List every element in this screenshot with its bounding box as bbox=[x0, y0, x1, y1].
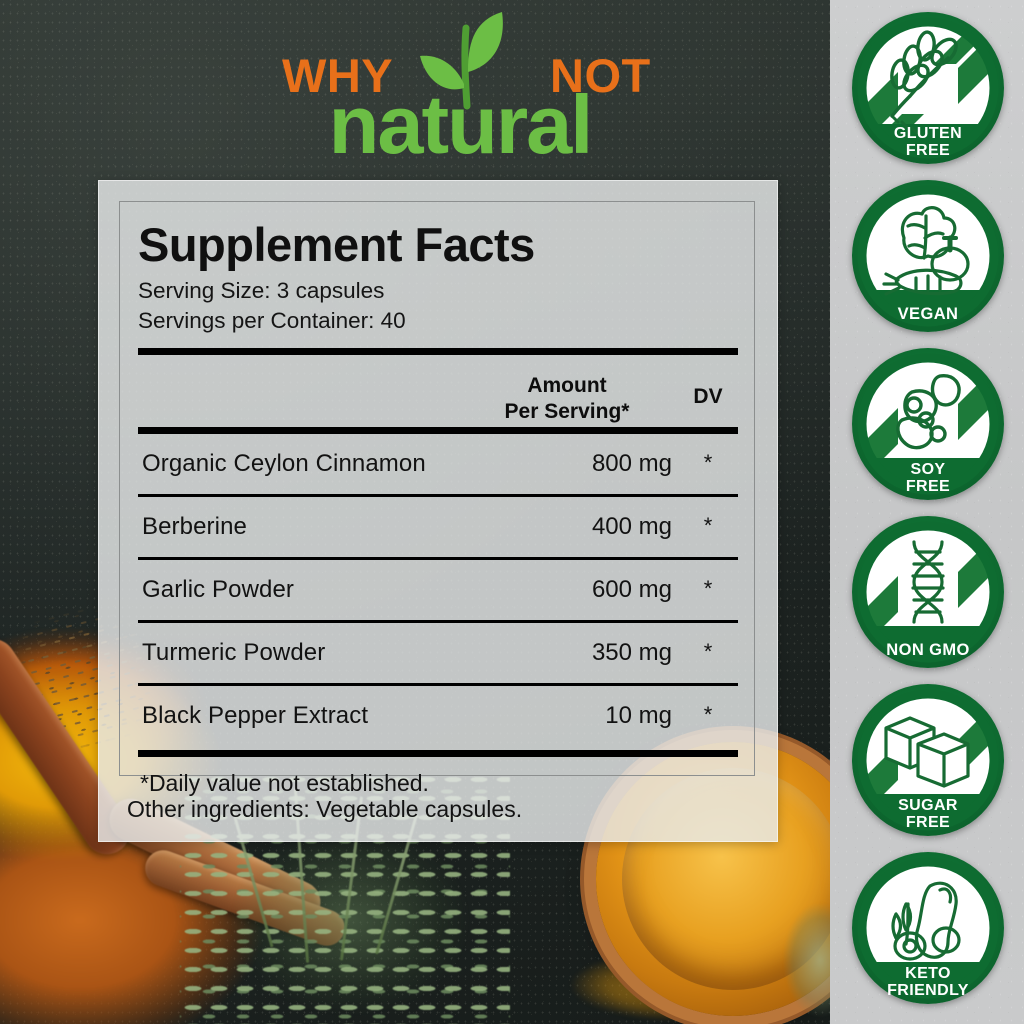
badge-keto-friendly: KETO FRIENDLY bbox=[852, 852, 1004, 1004]
page-title: Supplement Facts bbox=[138, 218, 535, 271]
table-row: Black Pepper Extract 10 mg * bbox=[138, 686, 738, 746]
daily-value-footnote: *Daily value not established. bbox=[140, 770, 429, 796]
other-ingredients: Other ingredients: Vegetable capsules. bbox=[127, 796, 523, 822]
brand-word-not: NOT bbox=[550, 49, 651, 102]
badge-vegan: VEGAN bbox=[852, 180, 1004, 332]
badge-label-sugar-free: SUGAR FREE bbox=[898, 797, 958, 831]
avocado-icon bbox=[857, 857, 999, 999]
column-header-dv: DV bbox=[693, 385, 723, 408]
sugar-cubes-icon bbox=[857, 689, 999, 831]
serving-size: Serving Size: 3 capsules bbox=[138, 278, 385, 303]
brand-logo-top-row: WHY NOT bbox=[262, 48, 662, 104]
ingredient-amount: 800 mg bbox=[591, 450, 672, 477]
table-header-row: Amount Per Serving* DV bbox=[138, 355, 738, 427]
badge-label-vegan: VEGAN bbox=[897, 305, 959, 323]
table-top-rule bbox=[138, 348, 738, 355]
table-bottom-rule bbox=[138, 750, 738, 757]
badge-soy-free: SOY FREE bbox=[852, 348, 1004, 500]
badge-label-non-gmo: NON GMO bbox=[886, 641, 970, 659]
table-header-rule bbox=[138, 427, 738, 434]
brand-word-natural: natural bbox=[328, 78, 594, 171]
ingredient-dv: * bbox=[703, 513, 713, 538]
badge-gluten-free: GLUTEN FREE bbox=[852, 12, 1004, 164]
supplement-facts-panel: Supplement Facts Serving Size: 3 capsule… bbox=[98, 180, 778, 842]
ingredient-dv: * bbox=[703, 639, 713, 664]
badge-label-soy-free: SOY FREE bbox=[905, 461, 951, 495]
ingredient-name: Berberine bbox=[142, 513, 247, 540]
ingredient-name: Black Pepper Extract bbox=[142, 702, 369, 729]
table-row: Garlic Powder 600 mg * bbox=[138, 560, 738, 620]
brand-word-why: WHY bbox=[282, 49, 394, 102]
table-row: Organic Ceylon Cinnamon 800 mg * bbox=[138, 434, 738, 494]
sprout-leaf-icon bbox=[420, 12, 503, 110]
row-divider bbox=[138, 683, 738, 686]
column-header-amount-line1: Amount bbox=[527, 374, 607, 397]
badge-label-keto-friendly: KETO FRIENDLY bbox=[887, 965, 969, 999]
ingredient-amount: 400 mg bbox=[591, 513, 672, 540]
vegetables-icon bbox=[857, 185, 999, 327]
table-row: Turmeric Powder 350 mg * bbox=[138, 623, 738, 683]
badge-non-gmo: NON GMO bbox=[852, 516, 1004, 668]
ingredient-name: Turmeric Powder bbox=[142, 639, 326, 666]
ingredient-amount: 350 mg bbox=[591, 639, 672, 666]
ingredient-amount: 600 mg bbox=[591, 576, 672, 603]
row-divider bbox=[138, 620, 738, 623]
badge-label-gluten-free: GLUTEN FREE bbox=[893, 125, 963, 159]
dna-helix-icon bbox=[857, 521, 999, 663]
supplement-facts-box: Supplement Facts Serving Size: 3 capsule… bbox=[119, 201, 755, 796]
ingredient-dv: * bbox=[703, 702, 713, 727]
certification-badge-rail: GLUTEN FREE bbox=[830, 0, 1024, 1024]
badge-sugar-free: SUGAR FREE bbox=[852, 684, 1004, 836]
ingredient-name: Organic Ceylon Cinnamon bbox=[142, 450, 426, 477]
column-header-amount: Amount Per Serving* bbox=[462, 373, 672, 425]
ingredient-dv: * bbox=[703, 450, 713, 475]
table-row: Berberine 400 mg * bbox=[138, 497, 738, 557]
soybean-pod-icon bbox=[857, 353, 999, 495]
brand-logo: WHY NOT natural bbox=[262, 12, 662, 178]
ingredient-name: Garlic Powder bbox=[142, 576, 295, 603]
servings-per-container: Servings per Container: 40 bbox=[138, 308, 406, 333]
row-divider bbox=[138, 494, 738, 497]
row-divider bbox=[138, 557, 738, 560]
wheat-stalk-icon bbox=[857, 17, 999, 159]
ingredient-dv: * bbox=[703, 576, 713, 601]
ingredient-amount: 10 mg bbox=[605, 702, 672, 729]
column-header-amount-line2: Per Serving* bbox=[504, 400, 630, 423]
